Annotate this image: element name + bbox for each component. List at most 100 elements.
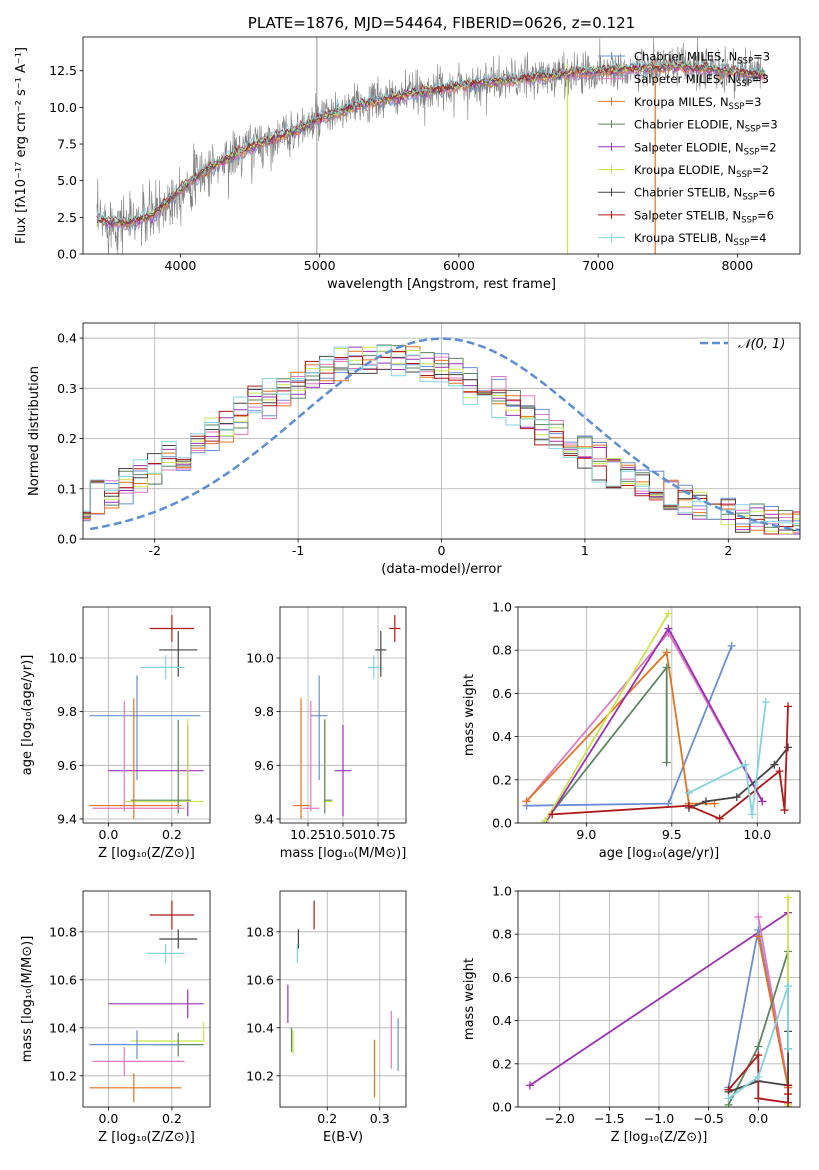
spectrum-frame	[82, 36, 801, 255]
x-tick-label: 10.50	[325, 827, 361, 842]
legend-count: =6	[758, 186, 775, 200]
legend-entry: Kroupa MILES, NSSP=3	[634, 95, 761, 112]
weight-series-line	[544, 626, 764, 823]
x-axis-label: mass [log₁₀(M/M⊙)]	[280, 846, 407, 861]
weight-marker	[662, 663, 671, 672]
weight-series-line	[526, 645, 733, 807]
mass-vs-Z-frame	[82, 890, 211, 1108]
histogram-series	[83, 350, 800, 535]
mass-vs-EBV-frame	[279, 890, 407, 1108]
y-tick-label: 1.0	[492, 884, 512, 899]
weight-series-line	[525, 650, 715, 805]
y-tick-label: 10.0	[246, 650, 274, 665]
age-vs-mass-frame	[279, 606, 407, 824]
y-axis-label: Normed distribution	[27, 366, 42, 496]
age-vs-mass-axes: 10.25 10.50 10.75 9.4 9.6 9.8 10.0 mass [log₁₀(…	[246, 607, 406, 861]
x-tick-label: 0.2	[162, 827, 182, 842]
y-tick-label: 0.4	[492, 1013, 512, 1028]
x-tick-label: 0.0	[98, 1111, 118, 1126]
weight-marker	[662, 758, 671, 767]
weight-marker	[664, 609, 673, 618]
weight-marker	[784, 982, 793, 991]
x-tick-label: 4000	[165, 258, 197, 273]
y-axis-label: Flux [fλ10⁻¹⁷ erg cm⁻² s⁻¹ A⁻¹]	[14, 47, 29, 244]
y-tick-label: 10.4	[49, 1020, 77, 1035]
legend-subscript: SSP	[734, 238, 750, 248]
x-tick-label: −0.5	[693, 1111, 723, 1126]
x-tick-label: 0.2	[317, 1111, 337, 1126]
x-tick-label: 10.0	[743, 827, 771, 842]
x-tick-label: 10.25	[290, 827, 326, 842]
legend-entry: Kroupa STELIB, NSSP=4	[634, 231, 766, 248]
y-tick-label: 0.8	[492, 927, 512, 942]
legend-label: Kroupa MILES, N	[634, 95, 729, 109]
x-tick-label: 9.5	[662, 827, 682, 842]
weight-marker	[548, 810, 557, 819]
y-tick-label: 0.2	[492, 772, 512, 787]
legend-count: =2	[760, 140, 777, 154]
y-axis-label: age [log₁₀(age/yr)]	[20, 655, 35, 776]
weight-marker	[775, 767, 784, 776]
legend-count: =3	[753, 50, 770, 64]
y-axis-label: mass weight	[462, 958, 477, 1040]
y-tick-label: 0.8	[492, 643, 512, 658]
observed-spectrum-line	[96, 37, 766, 254]
age-vs-Z-axes: 0.0 0.2 9.4 9.6 9.8 10.0 Z [log₁₀(Z/Z⊙)] age [l…	[20, 607, 210, 861]
weight-series-line	[757, 936, 789, 1088]
x-tick-label: 1	[581, 543, 589, 558]
weight-marker	[754, 1094, 763, 1103]
weight-marker	[754, 1042, 763, 1051]
histogram-plot	[83, 337, 800, 535]
weight-marker	[724, 1094, 733, 1103]
weight-marker	[784, 1098, 793, 1107]
legend-subscript: SSP	[741, 215, 757, 225]
y-tick-label: 10.8	[246, 924, 274, 939]
weight-marker	[761, 698, 770, 707]
x-tick-label: 0.0	[98, 827, 118, 842]
y-tick-label: 10.0	[49, 100, 77, 115]
weight-marker	[748, 810, 757, 819]
weight-marker	[754, 1051, 763, 1060]
legend-count: =4	[749, 231, 766, 245]
y-tick-label: 0.1	[57, 481, 77, 496]
legend-subscript: SSP	[729, 102, 745, 112]
age-vs-Z-frame	[82, 606, 211, 824]
histogram-series	[83, 346, 800, 535]
y-tick-label: 0.3	[57, 381, 77, 396]
weight-vs-Z-frame	[517, 890, 801, 1108]
histogram-series	[83, 346, 800, 531]
age-vs-Z-plot	[89, 615, 204, 819]
legend-label: 𝒩(0, 1)	[738, 337, 785, 352]
weight-marker	[784, 743, 793, 752]
weight-marker	[522, 797, 531, 806]
legend-entry: Salpeter STELIB, NSSP=6	[634, 208, 774, 225]
histogram-series	[83, 355, 800, 533]
age-vs-mass-plot	[292, 615, 401, 819]
spectrum-axes: 4000 5000 6000 7000 8000 0.0 2.5 5.0 7.5 10.0 12.5…	[14, 47, 753, 292]
y-tick-label: 1.0	[492, 600, 512, 615]
y-axis-label: mass weight	[462, 674, 477, 756]
weight-marker	[754, 912, 763, 921]
x-tick-label: -2	[148, 543, 160, 558]
x-tick-label: −1.5	[594, 1111, 624, 1126]
legend-subscript: SSP	[736, 79, 752, 89]
weight-marker	[758, 797, 767, 806]
x-tick-label: 7000	[582, 258, 614, 273]
legend-entry: Salpeter ELODIE, NSSP=2	[634, 140, 777, 157]
weight-series-line	[544, 613, 670, 822]
x-axis-label: (data-model)/error	[381, 562, 502, 577]
weight-marker	[664, 624, 673, 633]
legend-label: Chabrier MILES, N	[634, 50, 737, 64]
mass-vs-Z-plot	[89, 900, 205, 1103]
weight-series-line	[728, 1031, 789, 1093]
x-tick-label: 9.0	[576, 827, 596, 842]
weight-marker	[727, 641, 736, 650]
legend-count: =2	[752, 163, 769, 177]
y-tick-label: 10.6	[246, 972, 274, 987]
weight-marker	[525, 1081, 534, 1090]
y-tick-label: 7.5	[57, 137, 77, 152]
y-axis-label: mass [log₁₀(M/M⊙)]	[20, 936, 35, 1063]
x-tick-label: −1.0	[644, 1111, 674, 1126]
weight-marker	[784, 1081, 793, 1090]
